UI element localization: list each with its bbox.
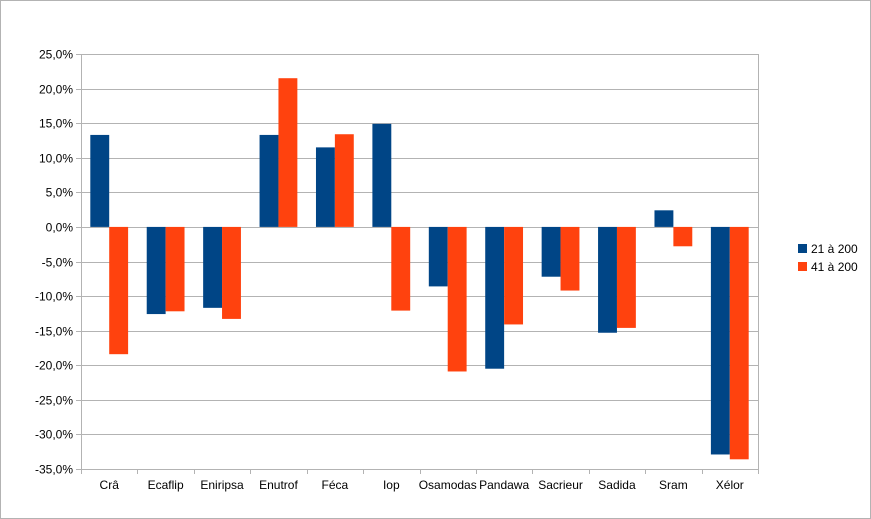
bar-series-2 [222,226,241,319]
bar-series-2 [729,226,749,460]
bar-series-2 [616,226,636,328]
bar-series-2 [165,226,185,312]
bar-series-1 [485,226,505,369]
x-tick-label: Sacrieur [538,478,583,492]
y-tick-labels: 25,0% 20,0% 15,0% 10,0% 5,0% 0,0% -5,0% -10,0% -… [35,48,73,477]
bar-series-2 [391,226,411,311]
bar-series-2 [278,78,298,227]
y-tick-label: -20,0% [35,359,73,373]
y-tick-label: 15,0% [39,117,73,131]
y-tick-label: 25,0% [39,48,73,62]
bar-series-1 [710,226,730,455]
bar-series-1 [259,134,279,227]
y-tick-label: -15,0% [35,325,73,339]
x-tick-label: Crâ [100,478,120,492]
bar-series-2 [560,226,580,291]
y-tick-label: 5,0% [46,186,74,200]
bar-series-1 [541,226,561,277]
x-tick-label: Eniripsa [200,478,244,492]
x-tick-label: Osamodas [419,478,477,492]
y-tick-label: -5,0% [42,256,74,270]
bars [90,78,749,460]
y-tick-label: 0,0% [46,221,74,235]
bar-series-2 [109,226,129,355]
legend-swatch-series-2 [798,262,807,271]
legend-label-series-2: 41 à 200 [811,260,858,274]
x-tick-label: Pandawa [479,478,529,492]
bar-series-1 [428,226,448,287]
bar-series-1 [146,226,166,315]
y-tick-label: 20,0% [39,83,73,97]
x-tick-label: Enutrof [259,478,298,492]
legend-label-series-1: 21 à 200 [811,242,858,256]
y-tick-label: 10,0% [39,152,73,166]
x-tick-label: Ecaflip [148,478,184,492]
x-tick-labels: Crâ Ecaflip Eniripsa Enutrof Féca Iop Osamodas… [100,478,744,492]
x-tick-label: Féca [322,478,349,492]
x-tick-label: Sadida [598,478,636,492]
x-tick-label: Xélor [716,478,744,492]
bar-series-1 [315,147,335,227]
axes [76,54,759,474]
x-tick-label: Sram [659,478,688,492]
legend-swatch-series-1 [798,244,807,253]
bar-series-1 [654,210,674,227]
legend: 21 à 200 41 à 200 [798,242,858,274]
bar-series-2 [504,226,524,325]
bar-series-2 [673,226,693,247]
y-tick-label: -25,0% [35,394,73,408]
y-tick-label: -10,0% [35,290,73,304]
bar-series-2 [447,226,467,372]
bar-series-1 [203,226,223,308]
bar-series-1 [598,226,617,333]
bar-series-2 [334,134,354,227]
bar-series-1 [372,123,392,227]
y-tick-label: -30,0% [35,428,73,442]
y-tick-label: -35,0% [35,463,73,477]
bar-series-1 [90,134,110,227]
x-tick-label: Iop [383,478,400,492]
